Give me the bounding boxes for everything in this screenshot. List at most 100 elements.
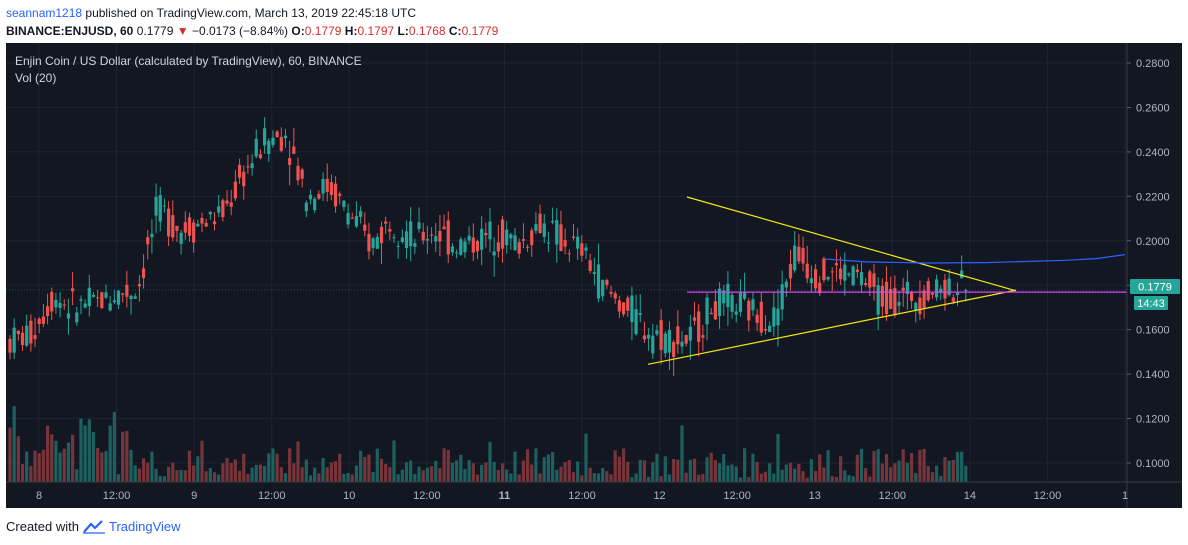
volume-bar [258,464,263,482]
volume-bar [571,472,576,482]
down-arrow-icon: ▼ [176,24,189,38]
chart-frame[interactable]: Enjin Coin / US Dollar (calculated by Tr… [6,43,1182,508]
volume-bar [325,467,329,482]
volume-bar [676,459,680,482]
candle-body [475,241,480,252]
candle-body [263,128,267,146]
candle-body [179,232,183,244]
candle-body [471,237,475,253]
volume-bar [697,474,701,482]
moving-average-line [824,254,1126,264]
volume-bar [667,474,672,482]
volume-bar [901,449,905,482]
candle-body [91,294,96,298]
candle-body [914,302,918,311]
price-axis[interactable]: 0.28000.26000.24000.22000.20000.18000.16… [1127,58,1170,470]
volume-bar [417,466,421,482]
candle-body [346,212,350,225]
candle-body [717,288,722,317]
candle-body [613,293,617,299]
last-price-badge-text: 0.1779 [1138,282,1172,294]
volume-bar [434,460,438,482]
volume-bar [713,460,717,482]
volume-bar [300,467,304,482]
candle-body [154,196,158,216]
candle-body [413,243,417,247]
volume-bar [267,453,271,482]
volume-bar [425,467,429,482]
volume-bar [455,460,459,482]
volume-bar [475,474,480,482]
volume-bar [20,464,25,482]
candle-body [734,311,738,315]
volume-bar [964,465,968,482]
volume-bar [79,418,83,482]
volume-bar [116,474,121,482]
candle-body [16,331,20,335]
volume-bar [342,473,346,482]
volume-bar [459,454,463,482]
volume-bar [651,462,655,482]
candle-body [267,140,271,154]
x-tick-label: 13 [809,490,821,502]
candle-body [187,217,192,236]
candle-body [797,246,801,262]
volume-bar [688,459,692,482]
candle-body [237,164,242,178]
close-value: 0.1779 [461,24,499,38]
volume-bar [592,473,596,482]
candle-body [546,242,551,244]
candle-body [551,221,555,223]
candle-body [955,293,960,296]
candle-body [801,248,805,264]
volume-bar [463,468,467,482]
candle-body [926,281,930,301]
volume-bar [308,475,313,482]
y-tick-label: 0.2400 [1136,147,1170,159]
candle-body [75,312,79,323]
candle-body [755,314,759,323]
volume-bar [672,459,676,482]
volume-bar [217,474,221,482]
volume-bar [580,475,584,482]
candle-body [776,308,780,326]
candle-body [843,264,847,281]
candle-body [768,325,772,332]
candle-body [647,334,651,339]
volume-bar [864,468,868,482]
volume-bar [897,460,901,482]
candle-body [442,226,446,229]
candle-body [417,222,421,229]
volume-bar [96,447,100,482]
volume-bar [563,462,567,482]
candle-body [83,303,87,308]
volume-bar [429,466,434,482]
volume-bar [768,463,772,482]
tradingview-link[interactable]: TradingView [108,519,181,534]
candle-body [217,206,221,213]
ohlc-line: BINANCE:ENJUSD, 60 0.1779 ▼ −0.0173 (−8.… [6,22,498,40]
candle-body [404,231,409,248]
author-link[interactable]: seannam1218 [6,6,83,20]
volume-bar [659,476,663,482]
time-axis[interactable]: 8 12:00 9 12:00 10 12:00 11 12:00 12 12:00 13 12:00… [36,490,1128,502]
volume-bar [909,453,914,482]
volume-bar [638,459,642,482]
volume-bar [793,468,797,482]
candle-body [563,240,567,247]
candle-body [33,335,37,340]
volume-legend: Vol (20) [15,71,56,85]
candle-body [521,239,525,241]
volume-bar [271,448,275,482]
candle-body [100,292,104,309]
volume-bar [192,465,196,482]
candle-body [150,233,154,238]
candle-body [500,219,505,249]
volume-bar [630,477,634,482]
grid [6,43,1127,482]
volume-bar [367,454,371,482]
chart-title: Enjin Coin / US Dollar (calculated by Tr… [15,54,362,68]
candle-body [555,220,559,245]
volume-bar [939,475,943,482]
price-chart[interactable]: Enjin Coin / US Dollar (calculated by Tr… [6,43,1182,508]
